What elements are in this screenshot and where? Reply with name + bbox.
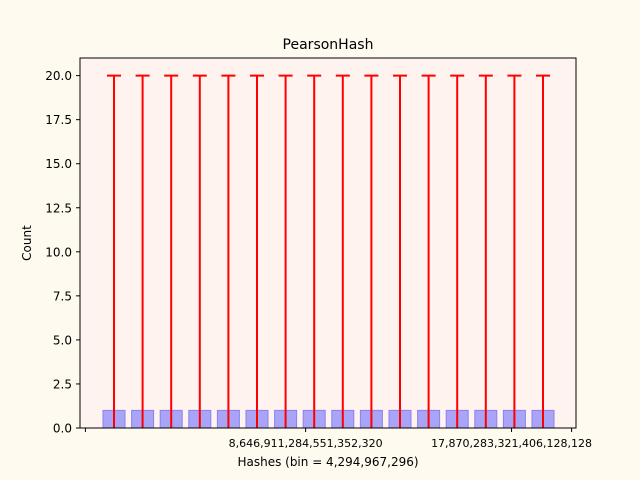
x-tick-label: 8,646,911,284,551,352,320 xyxy=(229,437,383,450)
y-axis-label: Count xyxy=(20,225,34,261)
x-tick-label: 17,870,283,321,406,128,128 xyxy=(431,437,592,450)
y-tick-label: 0.0 xyxy=(53,422,72,436)
y-tick-label: 10.0 xyxy=(45,245,72,259)
x-axis-label: Hashes (bin = 4,294,967,296) xyxy=(237,455,418,469)
y-tick-label: 20.0 xyxy=(45,69,72,83)
y-tick-label: 17.5 xyxy=(45,113,72,127)
error-bar-series xyxy=(107,74,550,428)
plot-area xyxy=(80,58,576,428)
y-tick-label: 2.5 xyxy=(53,377,72,391)
x-axis: 8,646,911,284,551,352,320 17,870,283,321,… xyxy=(84,428,592,450)
y-tick-label: 5.0 xyxy=(53,333,72,347)
y-tick-label: 15.0 xyxy=(45,157,72,171)
plot-frame xyxy=(79,57,577,429)
y-axis: 0.0 2.5 5.0 7.5 10.0 12.5 15.0 17.5 20.0 xyxy=(45,69,80,436)
chart-title: PearsonHash xyxy=(283,37,374,53)
y-tick-label: 7.5 xyxy=(53,289,72,303)
y-tick-label: 12.5 xyxy=(45,201,72,215)
